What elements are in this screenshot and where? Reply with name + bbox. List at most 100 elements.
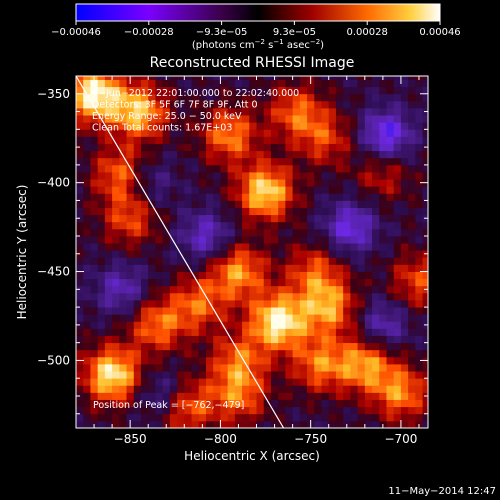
- heatmap-cell: [379, 214, 387, 223]
- heatmap-cell: [213, 243, 221, 251]
- heatmap-cell: [364, 328, 373, 336]
- heatmap-cell: [372, 264, 380, 272]
- heatmap-cell: [155, 328, 164, 336]
- heatmap-cell: [314, 342, 322, 351]
- heatmap-cell: [364, 236, 373, 244]
- heatmap-cell: [386, 243, 395, 251]
- heatmap-cell: [350, 307, 358, 315]
- heatmap-cell: [205, 321, 214, 329]
- heatmap-cell: [191, 342, 200, 351]
- heatmap-cell: [278, 392, 286, 400]
- heatmap-cell: [372, 314, 380, 322]
- heatmap-cell: [292, 129, 301, 137]
- heatmap-cell: [408, 207, 416, 216]
- heatmap-cell: [140, 321, 149, 329]
- heatmap-cell: [76, 328, 84, 336]
- heatmap-cell: [169, 314, 178, 322]
- heatmap-cell: [76, 349, 84, 358]
- heatmap-cell: [379, 307, 387, 315]
- heatmap-cell: [104, 314, 113, 322]
- heatmap-cell: [256, 292, 265, 301]
- heatmap-cell: [177, 413, 185, 422]
- heatmap-cell: [278, 300, 286, 308]
- heatmap-cell: [415, 285, 423, 294]
- heatmap-cell: [234, 328, 243, 336]
- heatmap-cell: [90, 115, 99, 123]
- heatmap-cell: [256, 93, 265, 102]
- heatmap-cell: [249, 413, 257, 422]
- heatmap-cell: [249, 172, 257, 180]
- heatmap-cell: [379, 221, 387, 230]
- heatmap-cell: [415, 307, 423, 315]
- heatmap-cell: [372, 385, 380, 393]
- heatmap-cell: [220, 364, 229, 372]
- heatmap-cell: [205, 157, 214, 166]
- heatmap-cell: [415, 392, 423, 400]
- heatmap-cell: [343, 186, 351, 194]
- heatmap-cell: [350, 93, 358, 102]
- heatmap-cell: [191, 420, 200, 428]
- heatmap-cell: [234, 399, 243, 408]
- heatmap-cell: [242, 264, 250, 272]
- heatmap-cell: [126, 364, 135, 372]
- heatmap-cell: [364, 115, 373, 123]
- heatmap-cell: [400, 385, 409, 393]
- heatmap-cell: [372, 122, 380, 130]
- heatmap-cell: [90, 214, 99, 223]
- heatmap-cell: [249, 136, 257, 144]
- heatmap-cell: [119, 214, 127, 223]
- heatmap-cell: [162, 321, 171, 329]
- heatmap-cell: [126, 172, 135, 180]
- heatmap-cell: [357, 371, 366, 379]
- heatmap-cell: [393, 364, 402, 372]
- heatmap-cell: [364, 200, 373, 208]
- heatmap-cell: [379, 200, 387, 208]
- heatmap-cell: [350, 150, 358, 159]
- heatmap-cell: [148, 314, 156, 322]
- heatmap-cell: [162, 307, 171, 315]
- heatmap-cell: [314, 200, 322, 208]
- heatmap-cell: [285, 356, 294, 365]
- heatmap-cell: [278, 136, 286, 144]
- heatmap-cell: [357, 186, 366, 194]
- heatmap-cell: [415, 278, 423, 287]
- heatmap-cell: [263, 413, 272, 422]
- heatmap-cell: [270, 264, 279, 272]
- heatmap-cell: [112, 207, 120, 216]
- heatmap-cell: [169, 271, 178, 280]
- heatmap-cell: [393, 193, 402, 201]
- heatmap-cell: [292, 399, 301, 408]
- heatmap-cell: [184, 236, 192, 244]
- heatmap-cell: [83, 378, 91, 386]
- heatmap-cell: [242, 108, 250, 116]
- heatmap-cell: [97, 207, 106, 216]
- heatmap-cell: [415, 228, 423, 237]
- heatmap-cell: [285, 349, 294, 358]
- heatmap-cell: [76, 264, 84, 272]
- heatmap-cell: [104, 250, 113, 258]
- heatmap-cell: [162, 257, 171, 265]
- heatmap-cell: [335, 314, 344, 322]
- heatmap-cell: [205, 115, 214, 123]
- heatmap-cell: [177, 86, 185, 95]
- heatmap-cell: [263, 264, 272, 272]
- heatmap-cell: [227, 356, 236, 365]
- heatmap-cell: [307, 300, 315, 308]
- heatmap-cell: [328, 172, 337, 180]
- heatmap-cell: [386, 193, 395, 201]
- heatmap-cell: [321, 100, 330, 109]
- heatmap-cell: [335, 93, 344, 102]
- heatmap-cell: [198, 136, 207, 144]
- heatmap-cell: [386, 143, 395, 152]
- heatmap-cell: [335, 79, 344, 88]
- heatmap-cell: [335, 179, 344, 187]
- heatmap-cell: [104, 264, 113, 272]
- heatmap-cell: [386, 129, 395, 137]
- heatmap-cell: [357, 179, 366, 187]
- heatmap-cell: [299, 328, 308, 336]
- heatmap-cell: [242, 271, 250, 280]
- heatmap-cell: [119, 172, 127, 180]
- heatmap-cell: [393, 172, 402, 180]
- heatmap-cell: [119, 221, 127, 230]
- heatmap-cell: [227, 172, 236, 180]
